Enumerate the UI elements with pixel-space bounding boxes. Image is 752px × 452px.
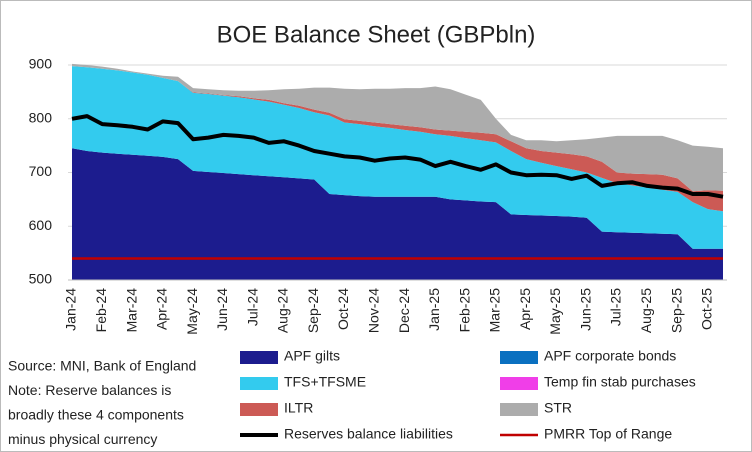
x-tick-label: Oct-25 xyxy=(699,288,715,330)
legend-swatch xyxy=(240,377,278,390)
x-tick-label: Jun-25 xyxy=(577,288,593,331)
x-tick-label: Mar-24 xyxy=(123,288,139,333)
legend-label: ILTR xyxy=(284,400,313,416)
y-tick-label: 700 xyxy=(29,163,53,179)
legend-label: STR xyxy=(544,400,572,416)
legend-swatch xyxy=(500,403,538,416)
y-tick-label: 500 xyxy=(29,271,53,287)
x-tick-label: Oct-24 xyxy=(335,288,351,330)
plot-area: 500 600 700 800 900 Jan-24 Feb-24 Mar-24 Apr-24 M… xyxy=(29,56,727,335)
area-5 xyxy=(72,63,723,192)
x-tick-label: Feb-25 xyxy=(456,288,472,333)
x-tick-label: Feb-24 xyxy=(93,288,109,333)
chart-title: BOE Balance Sheet (GBPbln) xyxy=(217,21,536,48)
legend-swatch xyxy=(500,377,538,390)
legend-label: PMRR Top of Range xyxy=(544,426,672,442)
y-tick-label: 600 xyxy=(29,217,53,233)
x-tick-label: Jul-24 xyxy=(244,288,260,326)
x-tick-label: May-24 xyxy=(184,288,200,335)
x-tick-label: Nov-24 xyxy=(365,288,381,333)
legend-swatch xyxy=(240,351,278,364)
x-tick-label: Dec-24 xyxy=(396,288,412,333)
line-6 xyxy=(71,114,724,199)
x-tick-label: Mar-25 xyxy=(487,288,503,333)
x-tick-label: Aug-25 xyxy=(638,288,654,333)
x-tick-label: Jul-25 xyxy=(608,288,624,326)
annotation: broadly these 4 components xyxy=(8,407,184,423)
y-tick-label: 900 xyxy=(29,56,53,72)
annotation: minus physical currency xyxy=(8,431,157,447)
x-tick-label: Jun-24 xyxy=(214,288,230,331)
x-tick-label: Aug-24 xyxy=(275,288,291,333)
x-tick-label: Sep-24 xyxy=(305,288,321,333)
x-tick-label: May-25 xyxy=(547,288,563,335)
legend-label: TFS+TFSME xyxy=(284,374,366,390)
legend-label: APF gilts xyxy=(284,348,340,364)
x-tick-label: Apr-25 xyxy=(517,288,533,330)
legend-label: Reserves balance liabilities xyxy=(284,426,453,442)
x-tick-label: Sep-25 xyxy=(668,288,684,333)
legend-label: Temp fin stab purchases xyxy=(544,374,696,390)
legend-label: APF corporate bonds xyxy=(544,348,676,364)
area-0 xyxy=(72,148,723,280)
annotation: Source: MNI, Bank of England xyxy=(8,358,196,374)
x-tick-label: Apr-24 xyxy=(154,288,170,330)
x-tick-label: Jan-24 xyxy=(63,288,79,331)
x-tick-label: Jan-25 xyxy=(426,288,442,331)
legend-swatch xyxy=(240,403,278,416)
y-tick-label: 800 xyxy=(29,109,53,125)
legend-swatch xyxy=(500,351,538,364)
annotation: Note: Reserve balances is xyxy=(8,382,171,398)
